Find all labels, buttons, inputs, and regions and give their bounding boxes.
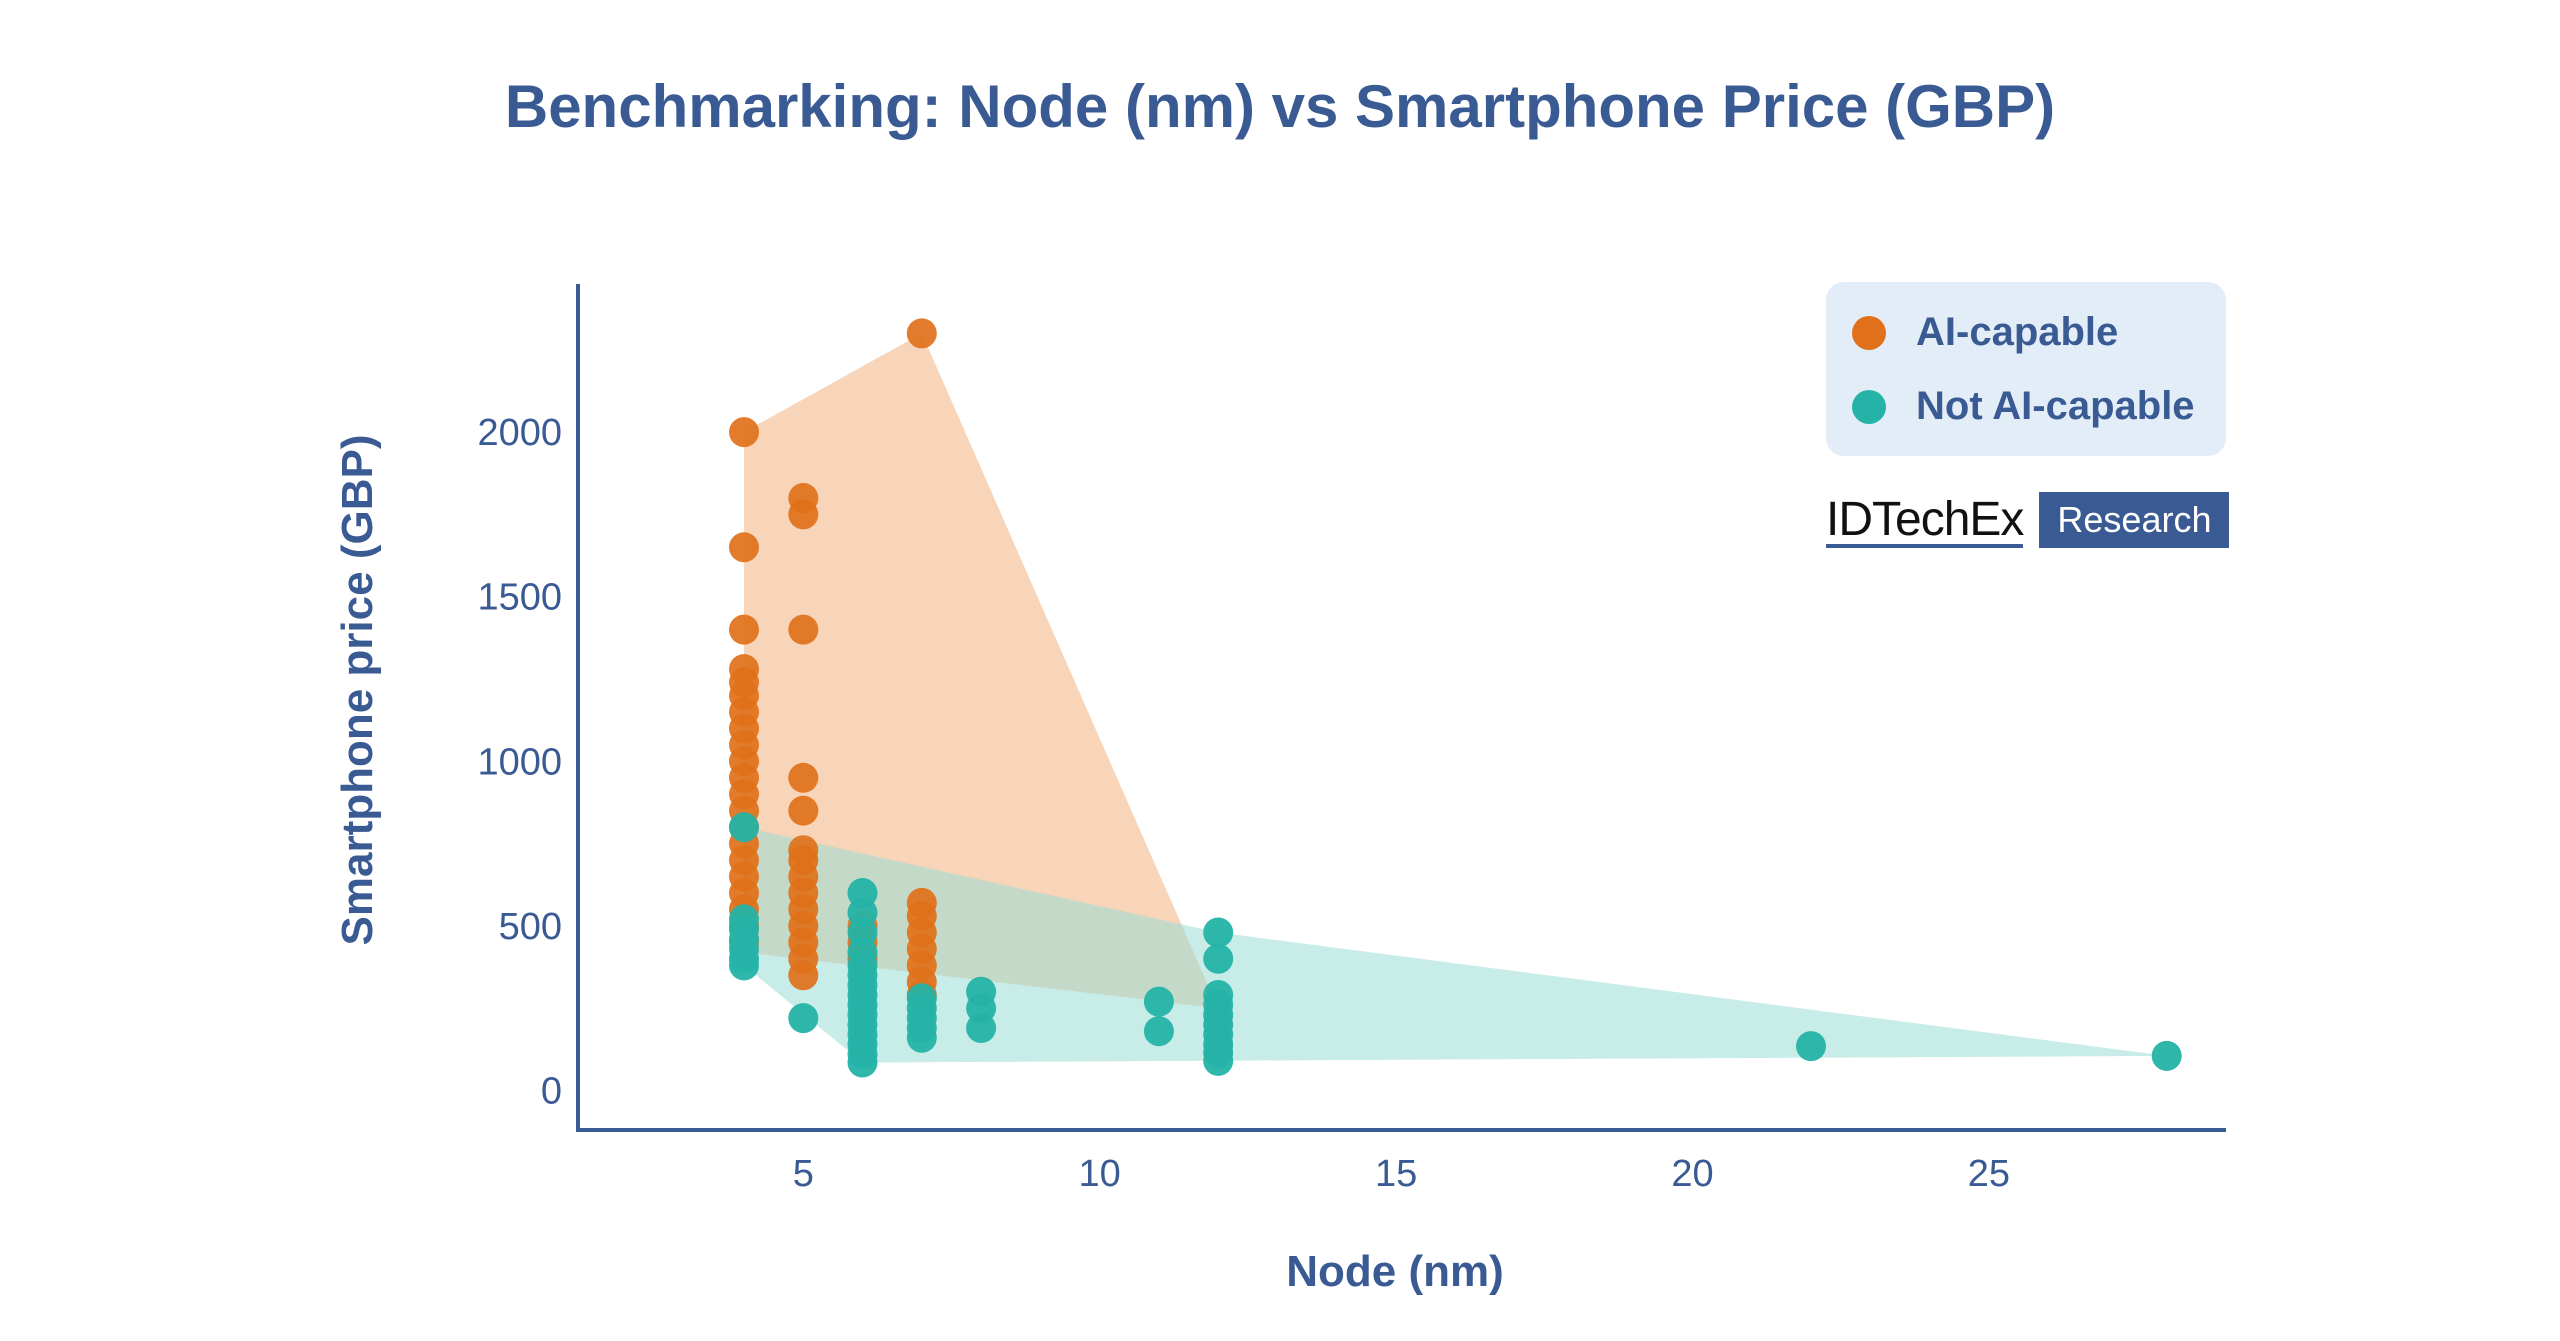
axes-layer bbox=[576, 284, 2226, 1132]
brand-name: IDTechEx bbox=[1826, 493, 2024, 548]
not-ai-point-0 bbox=[729, 812, 759, 843]
y-tick-1500: 1500 bbox=[477, 577, 562, 619]
ai-point-0 bbox=[729, 417, 759, 448]
ai-point-23 bbox=[788, 614, 819, 645]
ticks-layer: 5 10 15 20 25 0 500 1000 1500 2000 bbox=[477, 412, 2010, 1195]
hull-not-ai bbox=[744, 827, 2167, 1063]
legend-item-not-ai: Not AI-capable bbox=[1852, 384, 2195, 429]
y-tick-2000: 2000 bbox=[477, 412, 562, 454]
legend-marker-ai bbox=[1852, 315, 1886, 350]
ai-point-1 bbox=[729, 532, 759, 563]
not-ai-point-30 bbox=[966, 1013, 997, 1043]
ai-point-2 bbox=[729, 614, 759, 645]
legend-marker-not-ai bbox=[1852, 389, 1886, 424]
x-tick-20: 20 bbox=[1671, 1153, 1713, 1195]
x-tick-10: 10 bbox=[1079, 1153, 1121, 1195]
chart-title: Benchmarking: Node (nm) vs Smartphone Pr… bbox=[504, 73, 2056, 140]
not-ai-point-27 bbox=[906, 1022, 937, 1053]
y-tick-1000: 1000 bbox=[477, 741, 562, 783]
not-ai-point-43 bbox=[1796, 1031, 1826, 1062]
not-ai-point-32 bbox=[1143, 1016, 1174, 1047]
not-ai-point-6 bbox=[729, 950, 759, 981]
not-ai-point-33 bbox=[1203, 917, 1234, 948]
not-ai-point-7 bbox=[788, 1003, 819, 1034]
points-layer bbox=[729, 318, 2182, 1078]
y-tick-500: 500 bbox=[499, 906, 562, 948]
legend-item-ai: AI-capable bbox=[1852, 310, 2118, 355]
ai-point-25 bbox=[788, 795, 819, 826]
not-ai-point-34 bbox=[1203, 943, 1234, 974]
hull-ai bbox=[744, 333, 1219, 1009]
ai-point-38 bbox=[906, 318, 937, 349]
legend: AI-capable Not AI-capable bbox=[1826, 282, 2226, 456]
not-ai-point-31 bbox=[1143, 986, 1174, 1017]
not-ai-point-44 bbox=[2151, 1040, 2182, 1071]
not-ai-point-22 bbox=[847, 1047, 878, 1078]
brand-tag: Research bbox=[2039, 492, 2230, 548]
x-tick-25: 25 bbox=[1968, 1153, 2010, 1195]
legend-label-not-ai: Not AI-capable bbox=[1916, 384, 2195, 428]
x-tick-5: 5 bbox=[793, 1153, 814, 1195]
not-ai-point-42 bbox=[1203, 1045, 1234, 1076]
ai-point-24 bbox=[788, 762, 819, 793]
y-axis-label: Smartphone price (GBP) bbox=[333, 435, 382, 946]
legend-label-ai: AI-capable bbox=[1916, 310, 2119, 354]
x-tick-15: 15 bbox=[1375, 1153, 1417, 1195]
ai-point-22 bbox=[788, 499, 819, 530]
ai-point-34 bbox=[788, 960, 819, 991]
idtechex-logo: IDTechEx Research bbox=[1826, 492, 2230, 548]
y-tick-0: 0 bbox=[541, 1071, 562, 1113]
x-axis-label: Node (nm) bbox=[1286, 1247, 1504, 1296]
hull-layer bbox=[744, 333, 2167, 1063]
